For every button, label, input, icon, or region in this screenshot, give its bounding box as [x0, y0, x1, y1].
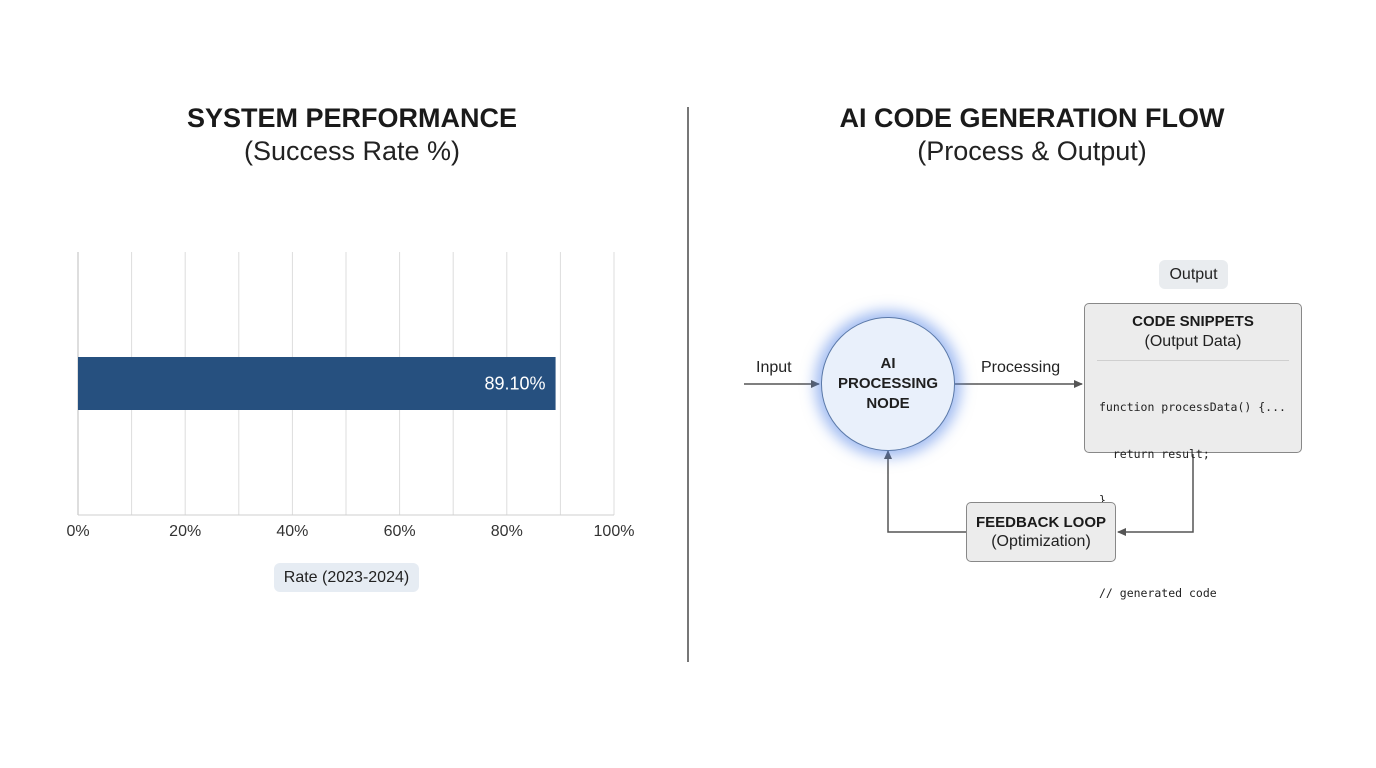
- feedback-title: FEEDBACK LOOP: [975, 514, 1106, 531]
- code-box-subtitle: (Output Data): [1144, 333, 1242, 350]
- code-line: }: [1099, 493, 1106, 507]
- x-tick-label: 0%: [66, 523, 89, 540]
- x-tick-label: 100%: [594, 523, 635, 540]
- feedback-to-node-arrow: [884, 450, 966, 533]
- bar: [78, 357, 556, 410]
- processing-label: Processing: [981, 359, 1061, 376]
- code-line: // generated code: [1099, 586, 1217, 600]
- x-tick-label: 60%: [384, 523, 416, 540]
- node-line: AI: [880, 355, 896, 372]
- output-label: Output: [1159, 260, 1228, 289]
- legend-item: Rate (2023-2024): [274, 563, 419, 592]
- ai-processing-node: AI PROCESSING NODE: [821, 317, 955, 451]
- code-block: function processData() {... return resul…: [1085, 361, 1301, 633]
- flow-title: AI CODE GENERATION FLOW: [839, 103, 1225, 133]
- feedback-subtitle: (Optimization): [991, 533, 1091, 550]
- panel-divider: [687, 107, 689, 662]
- code-box-title: CODE SNIPPETS: [1132, 313, 1254, 330]
- bar-data-label: 89.10%: [485, 374, 546, 394]
- chart-title: SYSTEM PERFORMANCE: [186, 103, 518, 133]
- node-line: NODE: [866, 395, 910, 412]
- feedback-loop-box: FEEDBACK LOOP (Optimization): [966, 502, 1116, 562]
- code-box-divider: [1097, 360, 1289, 361]
- input-label: Input: [756, 359, 792, 376]
- chart-subtitle: (Success Rate %): [243, 136, 461, 166]
- code-line: return result;: [1099, 446, 1210, 461]
- code-line: [1099, 540, 1301, 556]
- code-snippets-box: CODE SNIPPETS (Output Data) function pro…: [1084, 303, 1302, 600]
- x-tick-label: 20%: [169, 523, 201, 540]
- node-line: PROCESSING: [837, 375, 939, 392]
- x-tick-label: 80%: [491, 523, 523, 540]
- output-to-feedback-arrow: [1117, 454, 1194, 536]
- flow-subtitle: (Process & Output): [917, 136, 1147, 166]
- x-tick-label: 40%: [276, 523, 308, 540]
- code-line: function processData() {...: [1099, 400, 1286, 414]
